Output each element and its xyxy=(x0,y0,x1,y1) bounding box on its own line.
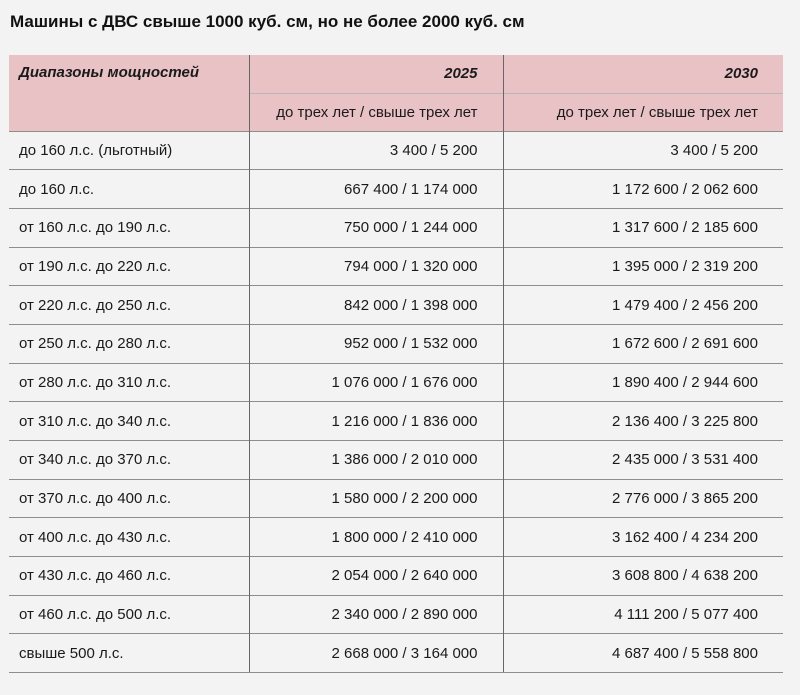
cell-power-range: от 340 л.с. до 370 л.с. xyxy=(9,440,249,480)
cell-power-range: от 160 л.с. до 190 л.с. xyxy=(9,207,249,248)
cell-duty-2030: 2 435 000 / 3 531 400 xyxy=(502,440,783,480)
cell-power-range: от 370 л.с. до 400 л.с. xyxy=(9,478,249,518)
cell-duty-2030: 3 162 400 / 4 234 200 xyxy=(502,517,783,557)
cell-duty-2025: 1 386 000 / 2 010 000 xyxy=(248,440,503,480)
cell-duty-2025: 2 340 000 / 2 890 000 xyxy=(248,594,503,634)
cell-duty-2025: 1 216 000 / 1 836 000 xyxy=(248,401,503,441)
cell-power-range: от 460 л.с. до 500 л.с. xyxy=(9,594,249,634)
cell-duty-2030: 2 136 400 / 3 225 800 xyxy=(502,401,783,441)
cell-duty-2030: 1 672 600 / 2 691 600 xyxy=(502,323,783,364)
cell-duty-2030: 3 400 / 5 200 xyxy=(502,130,783,170)
cell-power-range: от 280 л.с. до 310 л.с. xyxy=(9,362,249,402)
cell-duty-2025: 750 000 / 1 244 000 xyxy=(248,207,503,248)
column-header-2030: 2030 xyxy=(502,55,783,93)
table-row: от 370 л.с. до 400 л.с. 1 580 000 / 2 200… xyxy=(9,478,783,518)
header-row-years: Диапазоны мощностей 2025 2030 xyxy=(9,55,783,93)
column-header-range: Диапазоны мощностей xyxy=(19,64,199,81)
cell-duty-2025: 952 000 / 1 532 000 xyxy=(248,323,503,364)
table-row: до 160 л.с. (льготный) 3 400 / 5 200 3 400… xyxy=(9,130,783,170)
table-row: от 220 л.с. до 250 л.с. 842 000 / 1 398 0… xyxy=(9,285,783,325)
table-row: от 430 л.с. до 460 л.с. 2 054 000 / 2 640… xyxy=(9,556,783,596)
table-body: до 160 л.с. (льготный) 3 400 / 5 200 3 400… xyxy=(9,130,783,674)
table-row: до 160 л.с. 667 400 / 1 174 000 1 172 600 … xyxy=(9,169,783,209)
cell-duty-2030: 1 172 600 / 2 062 600 xyxy=(502,169,783,209)
column-header-2025: 2025 xyxy=(248,55,503,93)
cell-power-range: от 400 л.с. до 430 л.с. xyxy=(9,517,249,557)
cell-duty-2030: 1 395 000 / 2 319 200 xyxy=(502,246,783,286)
cell-power-range: до 160 л.с. xyxy=(9,169,249,209)
cell-duty-2030: 1 890 400 / 2 944 600 xyxy=(502,362,783,402)
cell-duty-2025: 794 000 / 1 320 000 xyxy=(248,246,503,286)
table-row: от 460 л.с. до 500 л.с. 2 340 000 / 2 890… xyxy=(9,594,783,634)
cell-duty-2030: 4 687 400 / 5 558 800 xyxy=(502,633,783,674)
cell-duty-2025: 2 054 000 / 2 640 000 xyxy=(248,556,503,596)
duty-table: Диапазоны мощностей 2025 2030 до трех ле… xyxy=(9,55,783,674)
cell-duty-2030: 1 479 400 / 2 456 200 xyxy=(502,285,783,325)
cell-duty-2025: 3 400 / 5 200 xyxy=(248,130,503,170)
cell-duty-2025: 842 000 / 1 398 000 xyxy=(248,285,503,325)
table-row: от 310 л.с. до 340 л.с. 1 216 000 / 1 836… xyxy=(9,401,783,441)
header-row-sub: до трех лет / свыше трех лет до трех лет… xyxy=(9,92,783,131)
table-row: от 250 л.с. до 280 л.с. 952 000 / 1 532 0… xyxy=(9,323,783,364)
cell-power-range: от 430 л.с. до 460 л.с. xyxy=(9,556,249,596)
cell-duty-2030: 3 608 800 / 4 638 200 xyxy=(502,556,783,596)
table-row: от 160 л.с. до 190 л.с. 750 000 / 1 244 0… xyxy=(9,207,783,248)
cell-duty-2025: 667 400 / 1 174 000 xyxy=(248,169,503,209)
table-row: свыше 500 л.с. 2 668 000 / 3 164 000 4 687… xyxy=(9,633,783,674)
cell-power-range: от 310 л.с. до 340 л.с. xyxy=(9,401,249,441)
cell-duty-2025: 1 076 000 / 1 676 000 xyxy=(248,362,503,402)
table-row: от 280 л.с. до 310 л.с. 1 076 000 / 1 676… xyxy=(9,362,783,402)
table-header: Диапазоны мощностей 2025 2030 до трех ле… xyxy=(9,55,783,131)
cell-duty-2025: 1 580 000 / 2 200 000 xyxy=(248,478,503,518)
cell-duty-2030: 1 317 600 / 2 185 600 xyxy=(502,207,783,248)
cell-duty-2030: 2 776 000 / 3 865 200 xyxy=(502,478,783,518)
table-row: от 190 л.с. до 220 л.с. 794 000 / 1 320 0… xyxy=(9,246,783,286)
subheader-2025: до трех лет / свыше трех лет xyxy=(248,92,503,131)
subheader-2030: до трех лет / свыше трех лет xyxy=(502,92,783,131)
table-row: от 400 л.с. до 430 л.с. 1 800 000 / 2 410… xyxy=(9,517,783,557)
cell-duty-2030: 4 111 200 / 5 077 400 xyxy=(502,594,783,634)
cell-power-range: от 190 л.с. до 220 л.с. xyxy=(9,246,249,286)
cell-power-range: от 220 л.с. до 250 л.с. xyxy=(9,285,249,325)
table-row: от 340 л.с. до 370 л.с. 1 386 000 / 2 010… xyxy=(9,440,783,480)
cell-duty-2025: 1 800 000 / 2 410 000 xyxy=(248,517,503,557)
cell-power-range: от 250 л.с. до 280 л.с. xyxy=(9,323,249,364)
cell-duty-2025: 2 668 000 / 3 164 000 xyxy=(248,633,503,674)
cell-power-range: до 160 л.с. (льготный) xyxy=(9,130,249,170)
cell-power-range: свыше 500 л.с. xyxy=(9,633,249,674)
page-title: Машины с ДВС свыше 1000 куб. см, но не б… xyxy=(10,12,525,31)
